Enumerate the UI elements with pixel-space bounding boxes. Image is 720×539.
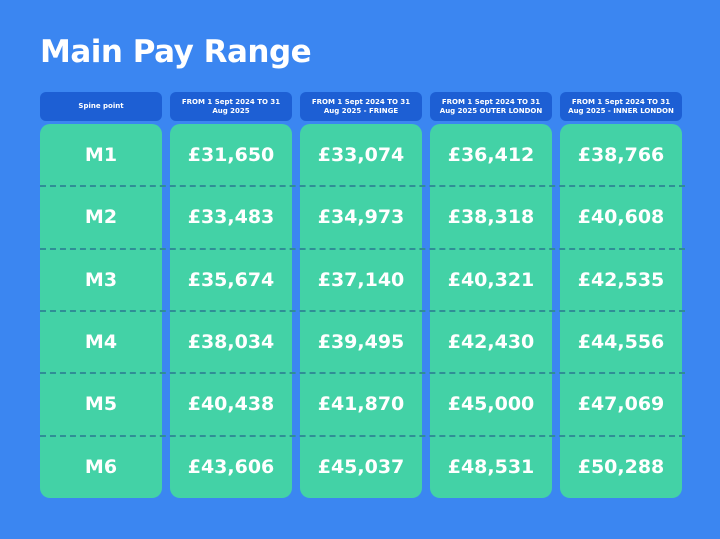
salary-cell: £45,000 bbox=[447, 393, 535, 416]
salary-cell: £38,034 bbox=[187, 330, 275, 353]
row-divider bbox=[40, 309, 685, 312]
salary-cell: £40,608 bbox=[577, 206, 665, 229]
salary-cell: £47,069 bbox=[577, 393, 665, 416]
salary-cell: £44,556 bbox=[577, 330, 665, 353]
salary-cell: £41,870 bbox=[317, 393, 405, 416]
salary-cell: £50,288 bbox=[577, 455, 665, 478]
title: Main Pay Range bbox=[40, 34, 312, 70]
spine-point: M2 bbox=[84, 206, 118, 229]
row-divider bbox=[40, 372, 685, 375]
salary-cell: £39,495 bbox=[317, 330, 405, 353]
salary-cell: £48,531 bbox=[447, 455, 535, 478]
row-divider bbox=[40, 247, 685, 250]
column-header: FROM 1 Sept 2024 TO 31 Aug 2025 OUTER LO… bbox=[430, 92, 552, 121]
row-divider bbox=[40, 434, 685, 437]
salary-cell: £36,412 bbox=[447, 144, 535, 166]
salary-cell: £45,037 bbox=[317, 455, 405, 478]
salary-cell: £33,074 bbox=[317, 144, 405, 166]
salary-cell: £43,606 bbox=[187, 455, 275, 478]
spine-point: M3 bbox=[84, 268, 118, 291]
column-header: FROM 1 Sept 2024 TO 31 Aug 2025 - FRINGE bbox=[300, 92, 422, 121]
salary-cell: £40,321 bbox=[447, 268, 535, 291]
column-header: Spine point bbox=[40, 92, 162, 121]
salary-cell: £31,650 bbox=[187, 144, 275, 166]
spine-point: M5 bbox=[84, 393, 118, 416]
spine-point: M4 bbox=[84, 330, 118, 353]
salary-cell: £42,535 bbox=[577, 268, 665, 291]
salary-cell: £38,766 bbox=[577, 144, 665, 166]
salary-cell: £37,140 bbox=[317, 268, 405, 291]
salary-cell: £40,438 bbox=[187, 393, 275, 416]
row-divider bbox=[40, 185, 685, 188]
salary-cell: £34,973 bbox=[317, 206, 405, 229]
column-header: FROM 1 Sept 2024 TO 31 Aug 2025 - INNER … bbox=[560, 92, 682, 121]
salary-cell: £33,483 bbox=[187, 206, 275, 229]
salary-cell: £35,674 bbox=[187, 268, 275, 291]
spine-point: M6 bbox=[84, 455, 118, 478]
salary-cell: £38,318 bbox=[447, 206, 535, 229]
salary-cell: £42,430 bbox=[447, 330, 535, 353]
column-header: FROM 1 Sept 2024 TO 31 Aug 2025 bbox=[170, 92, 292, 121]
spine-point: M1 bbox=[84, 144, 118, 166]
